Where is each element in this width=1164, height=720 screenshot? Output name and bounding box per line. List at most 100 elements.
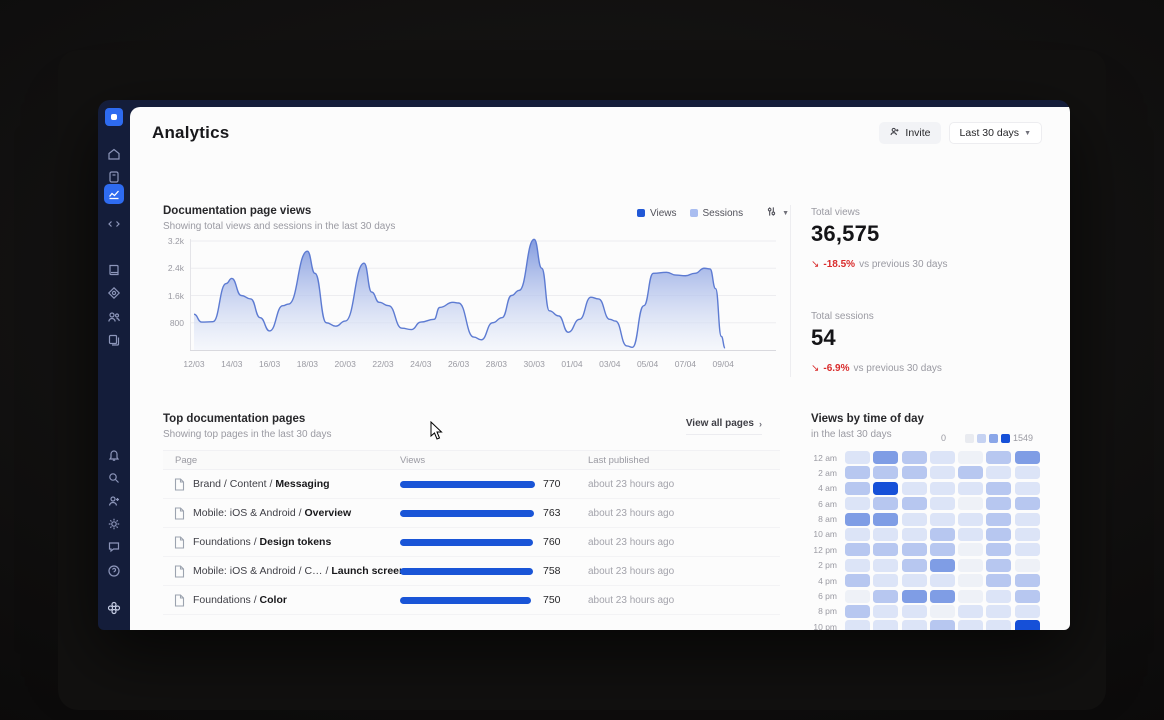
heatmap-cell[interactable] bbox=[873, 589, 899, 603]
heatmap-cell[interactable] bbox=[873, 574, 899, 588]
heatmap-cell[interactable] bbox=[845, 451, 870, 464]
heatmap-cell[interactable] bbox=[986, 497, 1012, 511]
heatmap-cell[interactable] bbox=[929, 589, 955, 603]
table-row[interactable]: Brand / Content / Messaging 770 about 23 h… bbox=[163, 470, 780, 499]
heatmap-cell[interactable] bbox=[845, 466, 870, 480]
heatmap-cell[interactable] bbox=[873, 451, 899, 464]
heatmap-cell[interactable] bbox=[901, 620, 927, 630]
bell-icon[interactable] bbox=[107, 448, 121, 462]
heatmap-cell[interactable] bbox=[986, 527, 1012, 541]
heatmap-cell[interactable] bbox=[873, 527, 899, 541]
heatmap-cell[interactable] bbox=[958, 620, 984, 630]
heatmap-cell[interactable] bbox=[958, 512, 984, 526]
heatmap-cell[interactable] bbox=[845, 527, 870, 541]
team-icon[interactable] bbox=[107, 310, 121, 324]
heatmap-cell[interactable] bbox=[958, 589, 984, 603]
heatmap-cell[interactable] bbox=[929, 527, 955, 541]
heatmap-cell[interactable] bbox=[958, 543, 984, 557]
heatmap-cell[interactable] bbox=[845, 481, 870, 495]
heatmap-cell[interactable] bbox=[845, 512, 870, 526]
heatmap-cell[interactable] bbox=[845, 558, 870, 572]
table-row[interactable]: Foundations / Color 750 about 23 hours ago bbox=[163, 586, 780, 615]
heatmap-cell[interactable] bbox=[986, 466, 1012, 480]
pages-icon[interactable] bbox=[107, 333, 121, 347]
heatmap-cell[interactable] bbox=[901, 558, 927, 572]
journal-icon[interactable] bbox=[107, 170, 121, 184]
heatmap-cell[interactable] bbox=[929, 481, 955, 495]
heatmap-cell[interactable] bbox=[873, 481, 899, 495]
heatmap-cell[interactable] bbox=[958, 466, 984, 480]
heatmap-cell[interactable] bbox=[873, 558, 899, 572]
heatmap-cell[interactable] bbox=[1014, 604, 1040, 618]
heatmap-cell[interactable] bbox=[1014, 558, 1040, 572]
home-icon[interactable] bbox=[107, 147, 121, 161]
heatmap-cell[interactable] bbox=[873, 604, 899, 618]
heatmap-cell[interactable] bbox=[986, 574, 1012, 588]
heatmap-cell[interactable] bbox=[958, 604, 984, 618]
heatmap-cell[interactable] bbox=[901, 497, 927, 511]
heatmap-cell[interactable] bbox=[901, 512, 927, 526]
heatmap-cell[interactable] bbox=[958, 481, 984, 495]
heatmap-cell[interactable] bbox=[845, 497, 870, 511]
heatmap-cell[interactable] bbox=[845, 543, 870, 557]
heatmap-cell[interactable] bbox=[929, 512, 955, 526]
heatmap-cell[interactable] bbox=[986, 604, 1012, 618]
heatmap-cell[interactable] bbox=[929, 451, 955, 464]
heatmap-cell[interactable] bbox=[901, 527, 927, 541]
user-plus-icon[interactable] bbox=[107, 494, 121, 508]
heatmap-cell[interactable] bbox=[1014, 527, 1040, 541]
heatmap-cell[interactable] bbox=[873, 512, 899, 526]
heatmap-cell[interactable] bbox=[1014, 512, 1040, 526]
heatmap-cell[interactable] bbox=[873, 466, 899, 480]
help-icon[interactable] bbox=[107, 564, 121, 578]
heatmap-cell[interactable] bbox=[929, 543, 955, 557]
heatmap-cell[interactable] bbox=[845, 589, 870, 603]
legend-sessions[interactable]: Sessions bbox=[689, 208, 743, 219]
heatmap-cell[interactable] bbox=[845, 620, 870, 630]
heatmap-cell[interactable] bbox=[845, 574, 870, 588]
heatmap-cell[interactable] bbox=[1014, 451, 1040, 464]
code-icon[interactable] bbox=[107, 217, 121, 231]
heatmap-cell[interactable] bbox=[929, 620, 955, 630]
table-row[interactable]: Foundations / Design tokens 760 about 23 h… bbox=[163, 528, 780, 557]
heatmap-cell[interactable] bbox=[1014, 481, 1040, 495]
heatmap-cell[interactable] bbox=[986, 481, 1012, 495]
gear-icon[interactable] bbox=[107, 517, 121, 531]
search-icon[interactable] bbox=[107, 471, 121, 485]
heatmap-cell[interactable] bbox=[958, 527, 984, 541]
app-logo[interactable] bbox=[105, 108, 123, 126]
date-range-select[interactable]: Last 30 days ▼ bbox=[948, 122, 1042, 144]
heatmap-cell[interactable] bbox=[929, 558, 955, 572]
heatmap-cell[interactable] bbox=[1014, 589, 1040, 603]
legend-views[interactable]: Views bbox=[637, 208, 677, 219]
chat-icon[interactable] bbox=[107, 540, 121, 554]
views-area-chart[interactable] bbox=[190, 235, 776, 357]
heatmap-cell[interactable] bbox=[929, 604, 955, 618]
heatmap-cell[interactable] bbox=[929, 574, 955, 588]
table-row[interactable]: Mobile: iOS & Android / Overview 763 about… bbox=[163, 499, 780, 528]
heatmap-cell[interactable] bbox=[1014, 543, 1040, 557]
heatmap-cell[interactable] bbox=[901, 604, 927, 618]
heatmap-cell[interactable] bbox=[901, 574, 927, 588]
invite-button[interactable]: Invite bbox=[879, 122, 941, 144]
heatmap-cell[interactable] bbox=[901, 466, 927, 480]
heatmap-cell[interactable] bbox=[929, 466, 955, 480]
heatmap-cell[interactable] bbox=[958, 497, 984, 511]
workspace-clover-icon[interactable] bbox=[106, 600, 122, 616]
heatmap-cell[interactable] bbox=[1014, 497, 1040, 511]
heatmap-cell[interactable] bbox=[986, 589, 1012, 603]
tokens-icon[interactable] bbox=[107, 286, 121, 300]
view-all-pages-link[interactable]: View all pages › bbox=[685, 418, 762, 435]
analytics-icon-active[interactable] bbox=[104, 184, 124, 204]
heatmap-cell[interactable] bbox=[873, 543, 899, 557]
heatmap-cell[interactable] bbox=[873, 497, 899, 511]
heatmap-cell[interactable] bbox=[901, 589, 927, 603]
heatmap-cell[interactable] bbox=[901, 543, 927, 557]
heatmap-cell[interactable] bbox=[958, 574, 984, 588]
heatmap-cell[interactable] bbox=[873, 620, 899, 630]
heatmap-cell[interactable] bbox=[1014, 620, 1040, 630]
table-row[interactable]: Mobile: iOS & Android / C… / Launch scre… bbox=[163, 557, 780, 586]
heatmap-cell[interactable] bbox=[958, 451, 984, 464]
heatmap-cell[interactable] bbox=[901, 481, 927, 495]
library-icon[interactable] bbox=[107, 263, 121, 277]
